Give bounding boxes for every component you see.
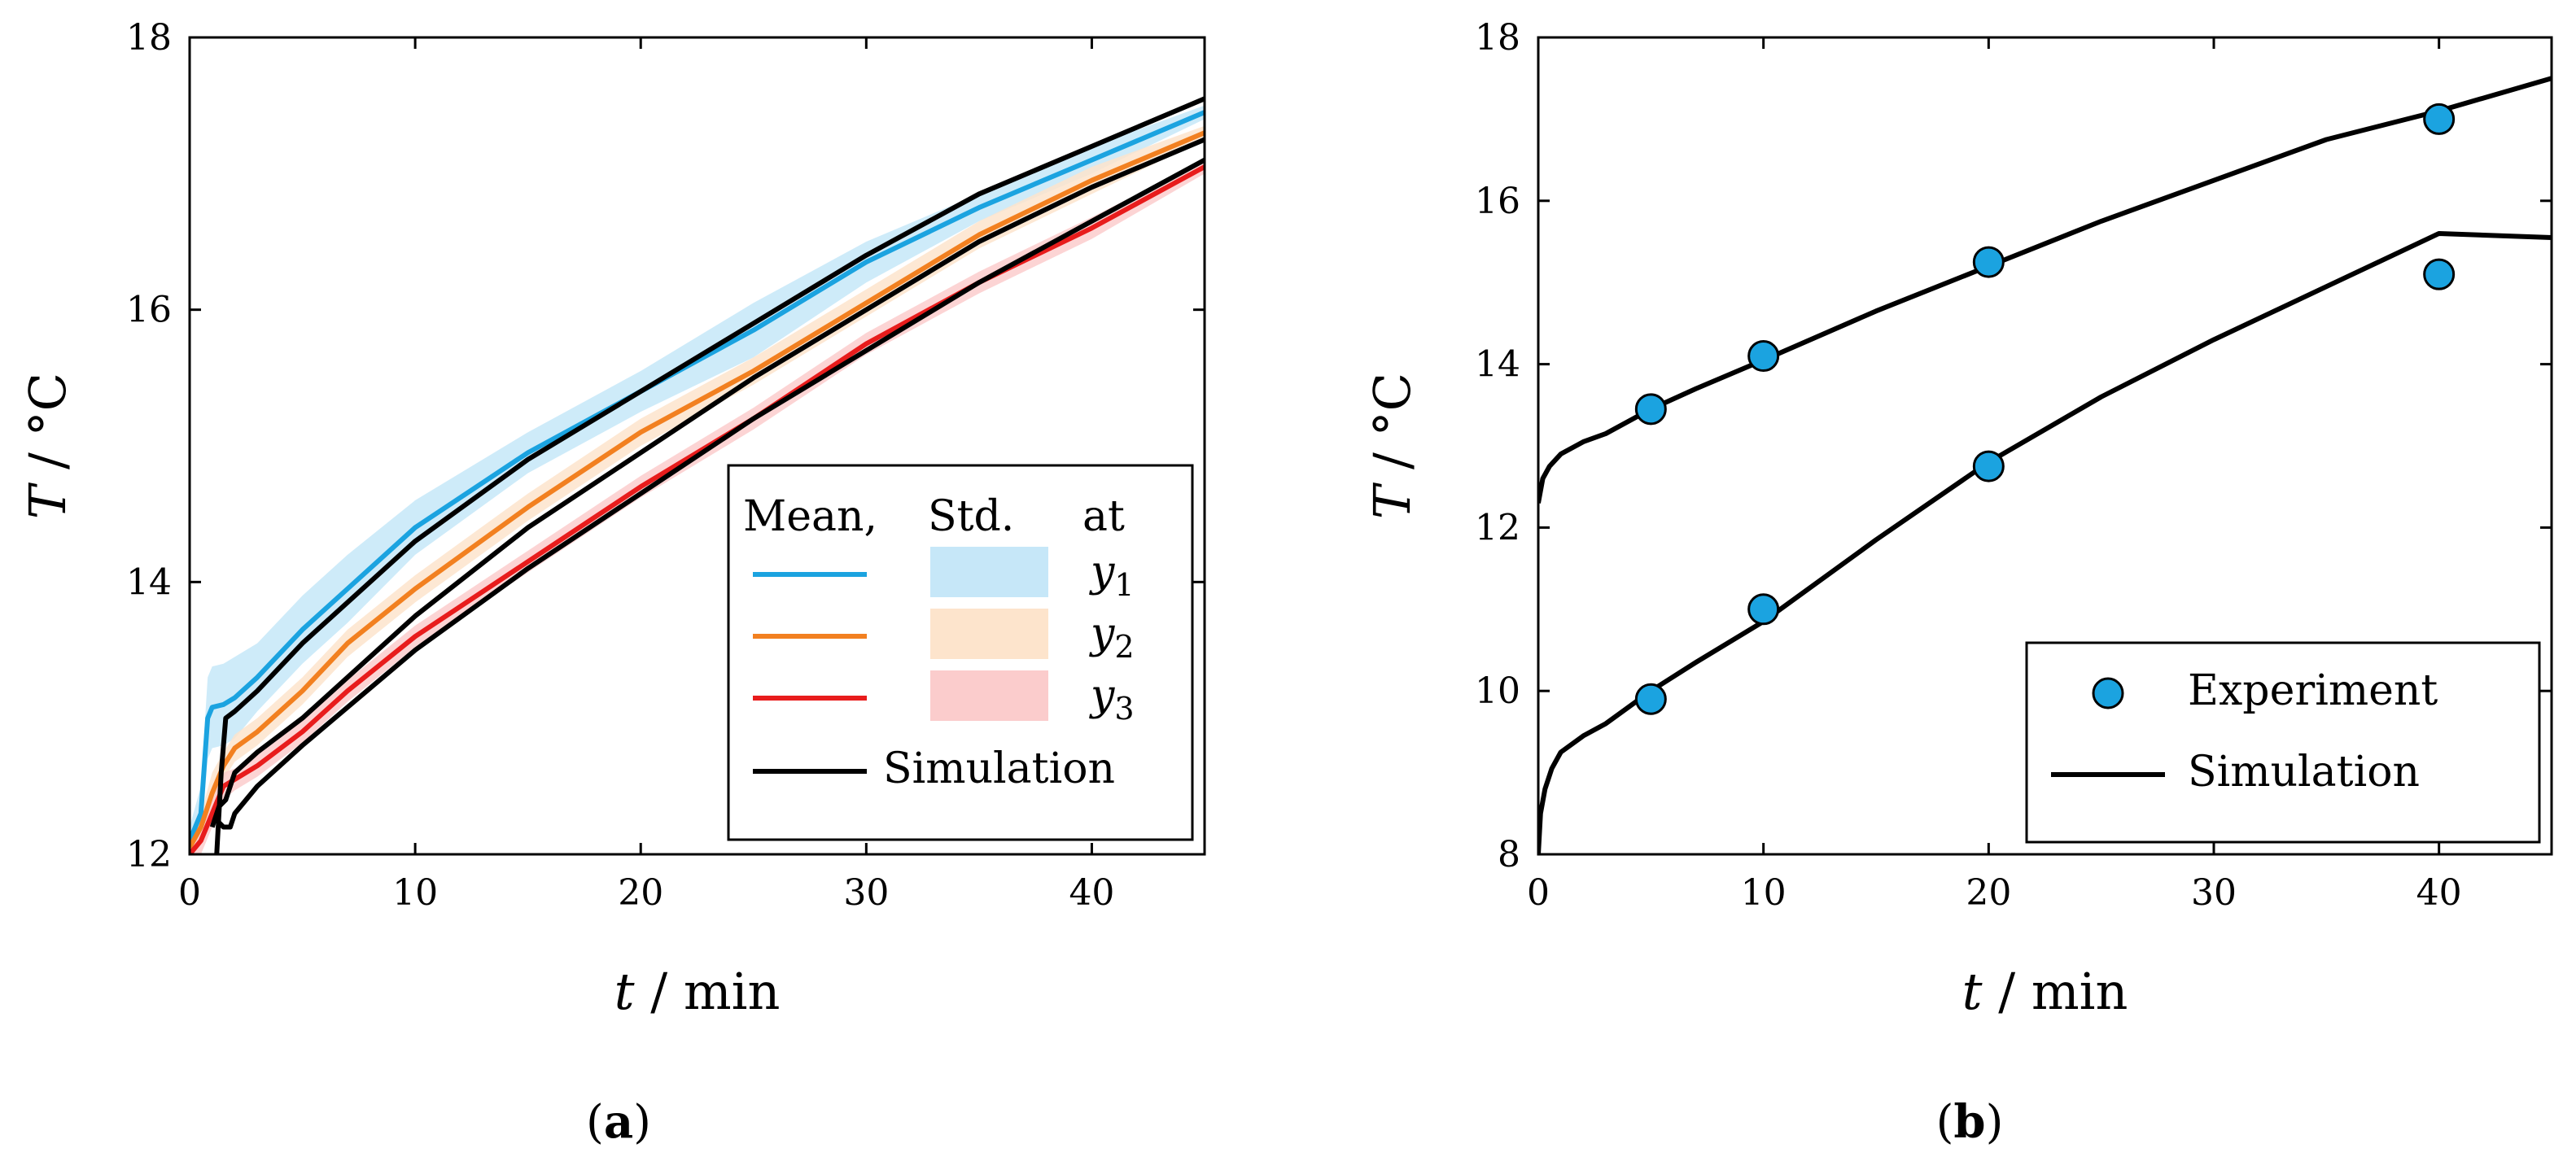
y-tick-label: 16	[126, 290, 172, 331]
plot-area	[190, 96, 1205, 854]
experiment-point	[2423, 258, 2456, 290]
simulation-line-Simulation	[1538, 76, 2552, 504]
legend-label-simulation: Simulation	[2188, 748, 2420, 797]
x-tick-label: 10	[1741, 872, 1787, 914]
x-tick-label: 0	[178, 872, 201, 914]
x-tick-label: 40	[1069, 872, 1114, 914]
y-axis-title: T / °C	[18, 373, 77, 519]
mean-line-y2	[190, 130, 1205, 849]
axes-frame	[1537, 36, 2553, 856]
x-axis-title: t / min	[1962, 962, 2128, 1021]
x-tick-label: 20	[1966, 872, 2011, 914]
y-tick-label: 12	[1475, 507, 1520, 548]
legend-band-y1	[930, 547, 1048, 597]
legend-label-y1: y1	[1089, 548, 1135, 603]
mean-line-y1	[190, 110, 1205, 842]
experiment-point	[1634, 393, 1667, 426]
y-tick-label: 10	[1475, 670, 1520, 712]
experiment-point	[1747, 340, 1780, 373]
experiment-point	[1747, 593, 1780, 626]
experiment-point	[2423, 103, 2456, 135]
y-tick-label: 14	[1475, 344, 1520, 386]
experiment-point	[1634, 683, 1667, 715]
simulation-line-Simulation	[214, 96, 1205, 854]
simulation-line-Simulation	[215, 157, 1205, 830]
legend: Experiment Simulation	[2025, 641, 2541, 844]
legend-header: Std.	[928, 492, 1014, 541]
x-tick-label: 40	[2416, 872, 2462, 914]
legend-band-y2	[930, 609, 1048, 659]
experiment-point	[1972, 450, 2005, 482]
legend-marker-experiment	[2092, 677, 2124, 709]
plot-area	[1538, 76, 2552, 854]
axes-frame	[188, 36, 1206, 856]
y-axis-title: T / °C	[1362, 373, 1422, 519]
legend-band-y3	[930, 670, 1048, 721]
x-tick-label: 30	[843, 872, 889, 914]
legend: Mean, Std. at y1 y2 y3 Simulation	[727, 464, 1194, 841]
x-axis-title: t / min	[614, 962, 781, 1021]
panel-b: 0 10 20 30 40 8 10 12 14 16 18 t / min T / °C (b) Expe…	[1362, 17, 2553, 1149]
x-tick-label: 10	[392, 872, 438, 914]
simulation-line-Simulation	[1538, 230, 2552, 854]
y-tick-label: 12	[126, 834, 172, 875]
y-tick-label: 8	[1498, 834, 1520, 875]
simulation-line-Simulation	[209, 137, 1205, 828]
x-tick-label: 20	[618, 872, 663, 914]
panel-caption: (a)	[586, 1095, 651, 1149]
legend-box	[2025, 641, 2541, 844]
y-tick-label: 16	[1475, 181, 1520, 222]
y-tick-label: 18	[126, 17, 172, 59]
legend-label-experiment: Experiment	[2188, 666, 2438, 715]
legend-header: Mean,	[743, 492, 877, 541]
x-tick-label: 0	[1527, 872, 1550, 914]
panel-a: 0 10 20 30 40 12 14 16 18 t / min T / °C (a) Mean, St…	[18, 17, 1206, 1149]
legend-header: at	[1082, 492, 1125, 541]
y-tick-label: 14	[126, 561, 172, 603]
legend-label-y3: y3	[1089, 671, 1135, 727]
std-band-y3	[190, 159, 1205, 854]
panel-caption: (b)	[1936, 1095, 2004, 1149]
legend-label-simulation: Simulation	[883, 744, 1115, 793]
x-tick-label: 30	[2191, 872, 2237, 914]
y-tick-label: 18	[1475, 17, 1520, 59]
experiment-point	[1972, 246, 2005, 278]
legend-label-y2: y2	[1089, 609, 1135, 665]
